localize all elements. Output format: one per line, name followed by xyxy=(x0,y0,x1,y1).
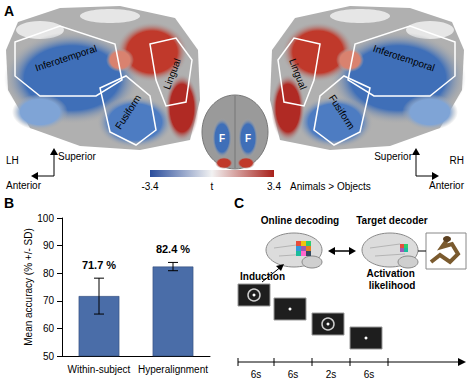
svg-text:50: 50 xyxy=(43,351,55,362)
svg-text:Superior: Superior xyxy=(374,151,412,162)
svg-text:t: t xyxy=(211,181,214,192)
svg-text:Within-subject: Within-subject xyxy=(68,364,131,375)
svg-text:Inferotemporal: Inferotemporal xyxy=(372,43,437,74)
svg-text:6s: 6s xyxy=(364,369,375,380)
svg-text:Inferotemporal: Inferotemporal xyxy=(34,43,99,74)
svg-text:Target decoder: Target decoder xyxy=(356,215,428,226)
svg-text:F: F xyxy=(245,133,251,144)
svg-text:F: F xyxy=(219,133,225,144)
svg-text:Activation: Activation xyxy=(366,268,417,279)
svg-text:Superior: Superior xyxy=(58,151,96,162)
svg-text:70: 70 xyxy=(43,295,55,306)
svg-text:-3.4: -3.4 xyxy=(141,181,159,192)
svg-text:60: 60 xyxy=(43,323,55,334)
svg-text:likelihood: likelihood xyxy=(369,280,416,291)
svg-text:Induction: Induction xyxy=(240,271,285,282)
svg-text:C: C xyxy=(234,195,244,211)
svg-text:Lingual: Lingual xyxy=(287,57,309,91)
svg-text:Fusiform: Fusiform xyxy=(327,93,357,132)
svg-text:90: 90 xyxy=(43,240,55,251)
svg-text:RH: RH xyxy=(450,155,464,166)
svg-text:71.7 %: 71.7 % xyxy=(82,259,116,271)
svg-text:Hyperalignment: Hyperalignment xyxy=(138,364,208,375)
svg-text:A: A xyxy=(4,3,14,19)
svg-text:100: 100 xyxy=(37,213,54,224)
svg-text:LH: LH xyxy=(6,155,19,166)
svg-text:6s: 6s xyxy=(288,369,299,380)
svg-text:6s: 6s xyxy=(251,369,262,380)
svg-text:Animals > Objects: Animals > Objects xyxy=(290,181,371,192)
svg-text:Anterior: Anterior xyxy=(429,180,465,191)
svg-text:3.4: 3.4 xyxy=(267,181,281,192)
svg-text:Fusiform: Fusiform xyxy=(113,93,143,132)
svg-text:Anterior: Anterior xyxy=(6,180,42,191)
svg-text:Online decoding: Online decoding xyxy=(261,215,339,226)
svg-text:82.4 %: 82.4 % xyxy=(156,243,190,255)
svg-text:2s: 2s xyxy=(326,369,337,380)
svg-text:Lingual: Lingual xyxy=(161,57,183,91)
svg-text:Mean accuracy (% +/- SD): Mean accuracy (% +/- SD) xyxy=(23,228,34,346)
svg-text:80: 80 xyxy=(43,268,55,279)
svg-text:B: B xyxy=(4,195,14,211)
